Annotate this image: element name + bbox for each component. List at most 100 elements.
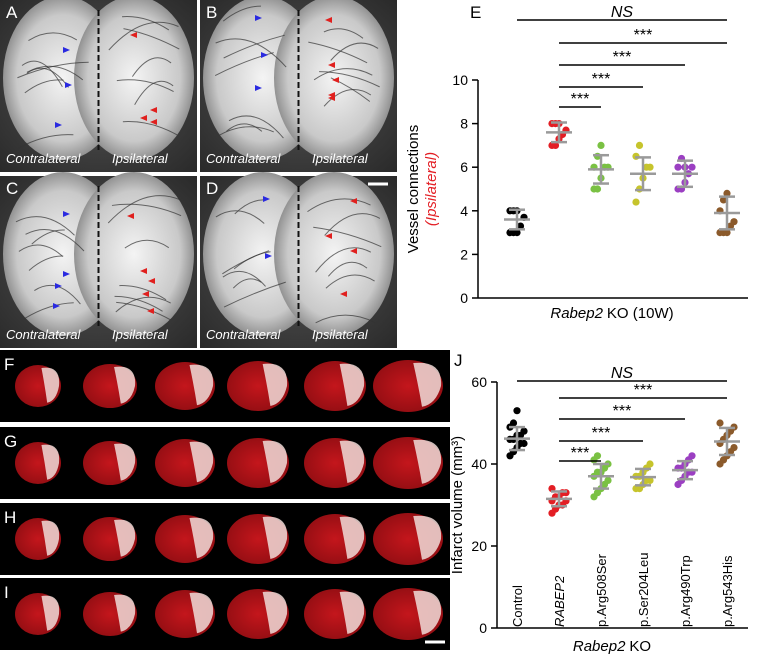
- vessel: [108, 21, 179, 51]
- data-point: [646, 163, 654, 171]
- slice-strip: F: [0, 350, 450, 422]
- arrowhead: [140, 115, 147, 121]
- arrowhead: [340, 291, 347, 297]
- data-point: [593, 452, 602, 460]
- y-tick-label: 0: [460, 290, 468, 306]
- data-point: [688, 452, 696, 460]
- arrowhead: [55, 122, 62, 128]
- significance-label: ***: [592, 71, 611, 88]
- infarct: [262, 440, 288, 483]
- arrowhead: [63, 47, 70, 53]
- side-label: Ipsilateral: [312, 151, 369, 166]
- data-point: [604, 476, 612, 484]
- vessel: [15, 216, 75, 236]
- data-point: [520, 427, 528, 435]
- infarct: [41, 595, 60, 631]
- arrowhead: [255, 15, 262, 21]
- vessel: [323, 89, 372, 107]
- y-tick-label: 4: [460, 203, 468, 219]
- y-axis-label: (Ipsilateral): [423, 152, 440, 226]
- data-point: [674, 163, 682, 171]
- panel-label: D: [206, 179, 218, 198]
- significance-label: ***: [592, 425, 611, 442]
- vessel: [115, 296, 171, 313]
- arrowhead: [130, 32, 137, 38]
- x-tick-label: p.Arg490Trp: [678, 555, 693, 627]
- brain-image: A Contralateral Ipsilateral: [0, 0, 197, 172]
- vessel: [124, 239, 170, 249]
- vessel: [325, 274, 375, 289]
- infarct: [41, 444, 60, 480]
- side-label: Ipsilateral: [112, 327, 169, 342]
- data-point: [719, 196, 728, 204]
- x-label-text: KO: [629, 638, 651, 655]
- vessel: [323, 28, 364, 39]
- vessel: [315, 314, 376, 324]
- y-tick-label: 0: [479, 620, 487, 636]
- y-tick-label: 60: [471, 374, 487, 390]
- vessel: [24, 302, 74, 319]
- data-point: [632, 198, 640, 206]
- vessel: [215, 210, 265, 224]
- x-tick-label: p.Arg543His: [720, 555, 735, 627]
- arrowhead: [263, 196, 270, 202]
- vessel: [114, 295, 163, 312]
- infarct: [262, 591, 288, 634]
- vessel: [123, 28, 180, 50]
- data-point: [723, 229, 731, 237]
- significance-label: ***: [613, 49, 632, 66]
- panel-label: H: [4, 508, 16, 527]
- brain-image: D Contralateral Ipsilateral: [200, 172, 397, 348]
- data-point: [513, 229, 521, 237]
- vessel: [222, 5, 261, 22]
- arrowhead: [332, 77, 339, 83]
- vessel: [116, 301, 171, 321]
- infarct: [413, 515, 442, 560]
- vessel: [226, 123, 263, 132]
- data-point: [688, 163, 696, 171]
- vessel: [315, 247, 372, 273]
- y-axis-label: Infarct volume (mm³): [449, 436, 466, 574]
- side-label: Ipsilateral: [112, 151, 169, 166]
- x-tick-label: Control: [510, 585, 525, 627]
- arrowhead: [63, 211, 70, 217]
- significance-label: NS: [611, 4, 634, 21]
- arrowhead: [142, 291, 149, 297]
- infarct: [413, 439, 442, 484]
- data-point: [513, 407, 521, 415]
- vessel: [228, 115, 284, 139]
- slice-strip: H: [0, 503, 450, 575]
- infarct: [114, 366, 136, 404]
- vessel: [308, 41, 368, 64]
- vessel: [222, 250, 270, 275]
- data-point: [597, 141, 605, 149]
- data-point: [551, 141, 560, 149]
- vessel: [119, 285, 167, 301]
- panel-label: A: [6, 3, 18, 22]
- infarct: [189, 592, 214, 634]
- infarct: [114, 594, 136, 632]
- vessel: [223, 281, 286, 308]
- data-point: [646, 476, 654, 484]
- vessel: [18, 134, 74, 149]
- vessel: [232, 278, 262, 289]
- vessel: [24, 79, 64, 94]
- arrowhead: [150, 119, 157, 125]
- vessel: [215, 38, 287, 68]
- panel-label: C: [6, 179, 18, 198]
- arrowhead: [53, 303, 60, 309]
- y-tick-label: 6: [460, 159, 468, 175]
- y-tick-label: 10: [452, 72, 468, 88]
- infarct: [339, 516, 365, 559]
- slice-strip: I: [0, 578, 450, 650]
- infarct: [41, 520, 60, 556]
- x-label-text: KO (10W): [607, 305, 674, 322]
- arrowhead: [328, 95, 335, 101]
- x-axis-label: Rabep2 KO (10W): [550, 305, 673, 322]
- slice-strip: G: [0, 427, 450, 499]
- vessel: [328, 261, 368, 277]
- vessel: [116, 79, 174, 92]
- vessel: [122, 16, 170, 31]
- vessel: [324, 213, 381, 236]
- y-tick-label: 8: [460, 116, 468, 132]
